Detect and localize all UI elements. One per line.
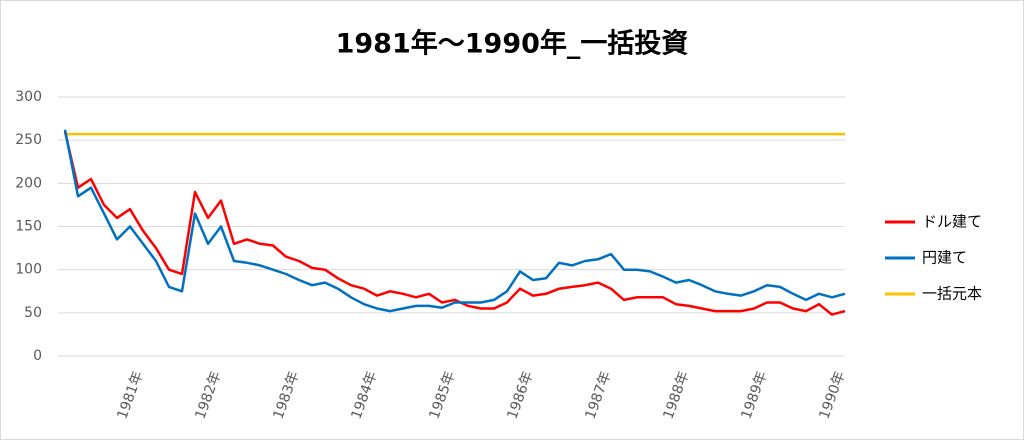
series-line	[63, 129, 846, 313]
y-tick-label: 300	[15, 89, 42, 105]
y-tick-label: 100	[15, 262, 42, 278]
y-tick-label: 200	[15, 175, 42, 191]
y-tick-label: 250	[15, 132, 42, 148]
y-tick-label: 0	[33, 348, 42, 364]
y-tick-label: 150	[15, 219, 42, 235]
series-line	[63, 131, 846, 316]
chart-title: 1981年～1990年_一括投資	[336, 28, 689, 60]
legend-label: 一括元本	[922, 285, 982, 303]
legend-label: ドル建て	[922, 213, 982, 231]
legend-label: 円建て	[922, 249, 967, 267]
y-tick-label: 50	[24, 305, 42, 321]
